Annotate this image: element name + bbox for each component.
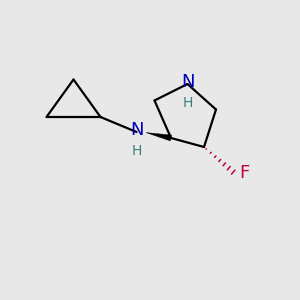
Polygon shape — [146, 133, 172, 141]
Text: H: H — [131, 145, 142, 158]
Text: H: H — [183, 96, 193, 110]
Text: N: N — [181, 73, 195, 91]
Text: N: N — [130, 121, 143, 139]
Text: F: F — [239, 164, 250, 182]
